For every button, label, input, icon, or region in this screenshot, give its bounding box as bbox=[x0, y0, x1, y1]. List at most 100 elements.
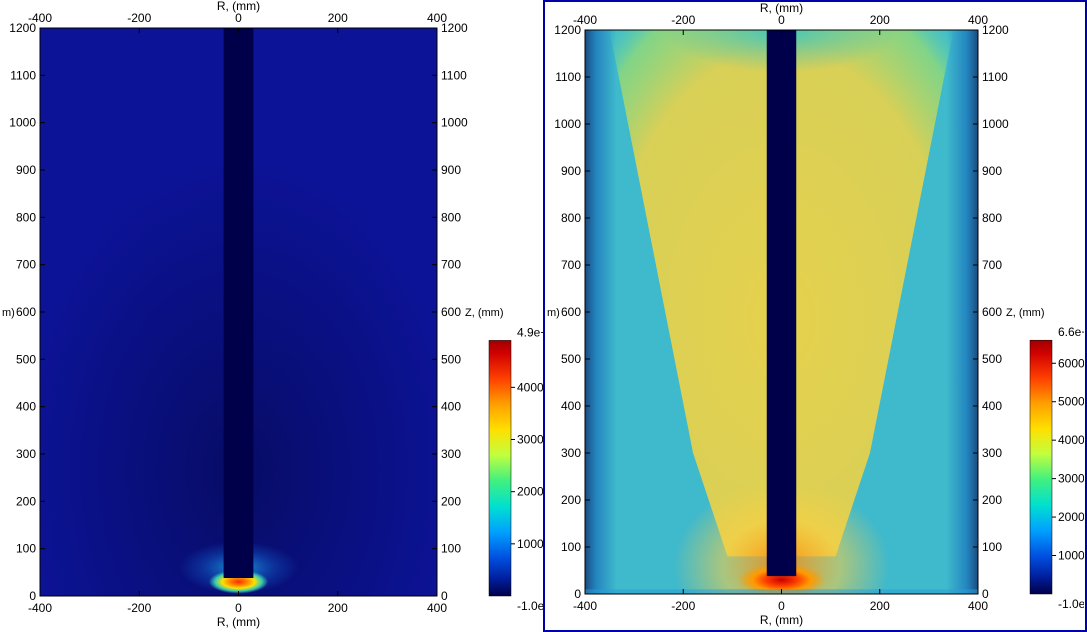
svg-text:600: 600 bbox=[982, 305, 1002, 319]
svg-text:500: 500 bbox=[16, 352, 36, 366]
svg-text:0: 0 bbox=[574, 587, 581, 601]
svg-text:Z, (mm): Z, (mm) bbox=[465, 307, 503, 319]
temperature-field bbox=[585, 30, 978, 630]
svg-text:-1.0e+00: -1.0e+00 bbox=[517, 599, 543, 613]
svg-text:0: 0 bbox=[235, 11, 242, 25]
svg-text:1000: 1000 bbox=[441, 116, 468, 130]
svg-text:1100: 1100 bbox=[982, 70, 1008, 84]
pressure-colorbar bbox=[489, 340, 511, 596]
svg-text:300: 300 bbox=[982, 446, 1002, 460]
svg-text:900: 900 bbox=[982, 164, 1002, 178]
svg-text:900: 900 bbox=[441, 163, 461, 177]
pressure-field bbox=[40, 28, 437, 596]
svg-text:-1.0e+00: -1.0e+00 bbox=[1058, 597, 1084, 611]
svg-text:200: 200 bbox=[561, 493, 581, 507]
svg-text:200: 200 bbox=[982, 493, 1002, 507]
svg-text:R, (mm): R, (mm) bbox=[760, 2, 803, 15]
svg-text:10000: 10000 bbox=[517, 537, 543, 551]
svg-text:0: 0 bbox=[982, 587, 989, 601]
svg-text:R, (mm): R, (mm) bbox=[217, 615, 260, 629]
svg-text:1000: 1000 bbox=[1058, 549, 1084, 563]
svg-text:1100: 1100 bbox=[441, 68, 467, 82]
svg-text:m): m) bbox=[2, 307, 15, 319]
svg-text:Z, (mm): Z, (mm) bbox=[1006, 307, 1044, 319]
svg-text:5000: 5000 bbox=[1058, 395, 1084, 409]
svg-text:20000: 20000 bbox=[517, 485, 543, 499]
svg-text:1200: 1200 bbox=[9, 21, 36, 35]
svg-text:400: 400 bbox=[427, 601, 447, 615]
svg-text:6000: 6000 bbox=[1058, 356, 1084, 370]
svg-text:900: 900 bbox=[16, 163, 36, 177]
svg-text:0: 0 bbox=[29, 589, 36, 603]
svg-text:800: 800 bbox=[441, 210, 461, 224]
svg-text:-200: -200 bbox=[127, 601, 151, 615]
svg-text:300: 300 bbox=[441, 447, 461, 461]
svg-text:-400: -400 bbox=[573, 599, 597, 613]
svg-text:800: 800 bbox=[16, 210, 36, 224]
svg-text:900: 900 bbox=[561, 164, 581, 178]
svg-text:700: 700 bbox=[16, 258, 36, 272]
svg-text:100: 100 bbox=[441, 542, 461, 556]
svg-text:m): m) bbox=[547, 307, 560, 319]
svg-text:500: 500 bbox=[982, 352, 1002, 366]
svg-text:R, (mm): R, (mm) bbox=[760, 613, 803, 627]
svg-text:200: 200 bbox=[441, 494, 461, 508]
svg-text:0: 0 bbox=[441, 589, 448, 603]
svg-text:R, (mm): R, (mm) bbox=[217, 0, 260, 13]
svg-text:1100: 1100 bbox=[555, 70, 581, 84]
svg-text:30000: 30000 bbox=[517, 433, 543, 447]
svg-text:200: 200 bbox=[870, 13, 890, 27]
svg-text:1000: 1000 bbox=[554, 117, 581, 131]
svg-text:1200: 1200 bbox=[554, 23, 581, 37]
svg-text:0: 0 bbox=[778, 13, 785, 27]
svg-text:400: 400 bbox=[968, 599, 988, 613]
svg-text:-200: -200 bbox=[671, 599, 695, 613]
svg-text:0: 0 bbox=[778, 599, 785, 613]
svg-text:200: 200 bbox=[870, 599, 890, 613]
svg-text:400: 400 bbox=[16, 400, 36, 414]
svg-text:1200: 1200 bbox=[441, 21, 468, 35]
svg-text:3000: 3000 bbox=[1058, 472, 1084, 486]
svg-text:400: 400 bbox=[982, 399, 1002, 413]
svg-text:300: 300 bbox=[561, 446, 581, 460]
svg-text:500: 500 bbox=[441, 352, 461, 366]
svg-text:2000: 2000 bbox=[1058, 510, 1084, 524]
panel-temperature: -400-400-200-200002002004004000010010020… bbox=[543, 0, 1087, 632]
svg-text:400: 400 bbox=[441, 400, 461, 414]
temperature-colorbar bbox=[1030, 340, 1052, 594]
svg-text:1000: 1000 bbox=[9, 116, 36, 130]
svg-text:800: 800 bbox=[982, 211, 1002, 225]
svg-text:100: 100 bbox=[561, 540, 581, 554]
svg-text:200: 200 bbox=[16, 494, 36, 508]
svg-text:200: 200 bbox=[328, 11, 348, 25]
svg-text:400: 400 bbox=[561, 399, 581, 413]
svg-text:100: 100 bbox=[16, 542, 36, 556]
svg-text:4.9e+04: 4.9e+04 bbox=[517, 325, 543, 339]
plot-temperature: -400-400-200-200002002004004000010010020… bbox=[545, 2, 1084, 630]
column-body bbox=[767, 30, 796, 576]
svg-text:700: 700 bbox=[982, 258, 1002, 272]
svg-text:-200: -200 bbox=[127, 11, 151, 25]
svg-text:800: 800 bbox=[561, 211, 581, 225]
svg-text:40000: 40000 bbox=[517, 380, 543, 394]
svg-text:1100: 1100 bbox=[10, 68, 36, 82]
svg-text:-200: -200 bbox=[671, 13, 695, 27]
svg-text:700: 700 bbox=[441, 258, 461, 272]
svg-text:6.6e+03: 6.6e+03 bbox=[1058, 325, 1084, 339]
svg-text:600: 600 bbox=[16, 305, 36, 319]
figure-two-panel: -400-400-200-200002002004004000010010020… bbox=[0, 0, 1087, 632]
svg-text:100: 100 bbox=[982, 540, 1002, 554]
svg-text:700: 700 bbox=[561, 258, 581, 272]
svg-text:4000: 4000 bbox=[1058, 433, 1084, 447]
svg-text:-400: -400 bbox=[28, 601, 52, 615]
svg-text:300: 300 bbox=[16, 447, 36, 461]
svg-text:1000: 1000 bbox=[982, 117, 1009, 131]
svg-text:600: 600 bbox=[561, 305, 581, 319]
column-body bbox=[224, 28, 254, 578]
panel-pressure: -400-400-200-200002002004004000010010020… bbox=[0, 0, 543, 632]
plot-pressure: -400-400-200-200002002004004000010010020… bbox=[0, 0, 543, 632]
svg-text:1200: 1200 bbox=[982, 23, 1009, 37]
svg-text:500: 500 bbox=[561, 352, 581, 366]
svg-text:0: 0 bbox=[235, 601, 242, 615]
svg-text:200: 200 bbox=[328, 601, 348, 615]
